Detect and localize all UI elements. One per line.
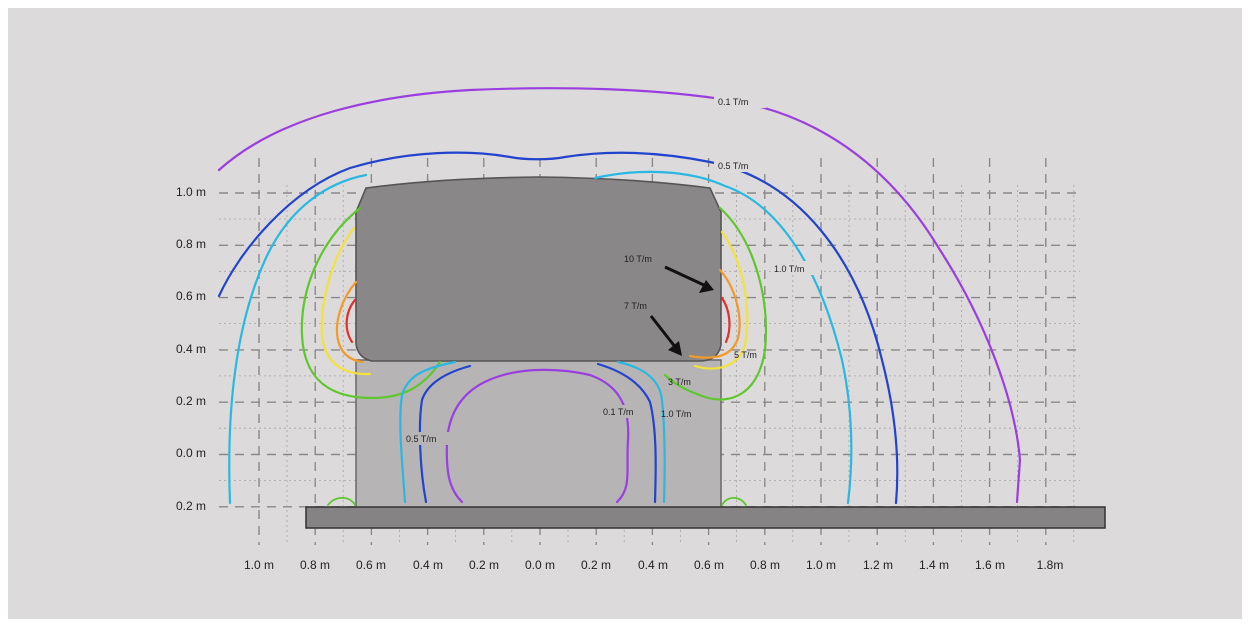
label-bg-outer-1-0 <box>771 261 821 275</box>
x-tick-label: 1.8m <box>1037 558 1064 572</box>
contour-10-left <box>345 298 357 344</box>
arrow-7-tm <box>649 315 678 349</box>
x-tick-label: 0.2 m <box>469 558 499 572</box>
base-plate <box>305 506 1106 529</box>
y-tick-label: 0.4 m <box>176 342 206 356</box>
y-tick-label: 1.0 m <box>176 185 206 199</box>
label-bg-outer-0-5 <box>714 158 766 172</box>
y-tick-label: 0.2 m <box>176 499 206 513</box>
x-tick-label: 0.6 m <box>356 558 386 572</box>
y-tick-label: 0.8 m <box>176 237 206 251</box>
y-tick-label: 0.0 m <box>176 446 206 460</box>
x-tick-label: 1.4 m <box>919 558 949 572</box>
label-inner-0-5: 0.5 T/m <box>406 434 436 444</box>
label-bg-outer-0-1 <box>714 94 766 108</box>
label-3: 3 T/m <box>668 377 691 387</box>
x-tick-label: 0.2 m <box>581 558 611 572</box>
x-tick-label: 0.6 m <box>694 558 724 572</box>
arrow-10-tm <box>664 265 707 288</box>
y-axis-labels: 1.0 m 0.8 m 0.6 m 0.4 m 0.2 m 0.0 m 0.2 … <box>176 185 206 513</box>
contour-5-left <box>320 226 372 376</box>
x-tick-label: 0.0 m <box>525 558 555 572</box>
x-tick-label: 0.8 m <box>300 558 330 572</box>
contour-1-0-outer <box>228 170 853 505</box>
contour-labels: 0.1 T/m 0.5 T/m 1.0 T/m 10 T/m 7 T/m 5 T… <box>404 94 821 445</box>
label-outer-0-1: 0.1 T/m <box>718 97 748 107</box>
label-5: 5 T/m <box>734 350 757 360</box>
contour-3-base-right <box>721 496 747 506</box>
label-7: 7 T/m <box>624 301 647 311</box>
x-tick-label: 1.0 m <box>244 558 274 572</box>
contour-1-0-inner <box>399 360 666 504</box>
label-outer-0-5: 0.5 T/m <box>718 161 748 171</box>
contour-0-5-inner <box>418 362 657 504</box>
arrow-7-tm-head <box>668 341 682 356</box>
callout-arrows <box>649 265 714 356</box>
contour-0-5-outer <box>217 151 899 505</box>
x-tick-label: 0.4 m <box>413 558 443 572</box>
y-tick-label: 0.2 m <box>176 394 206 408</box>
label-inner-0-1: 0.1 T/m <box>603 407 633 417</box>
label-bg-inner-0-5 <box>404 432 450 445</box>
x-axis-labels: 1.0 m 0.8 m 0.6 m 0.4 m 0.2 m 0.0 m 0.2 … <box>244 558 1063 572</box>
contour-7-right <box>688 268 741 359</box>
magnet-head <box>355 176 722 362</box>
contour-10-right <box>720 296 731 344</box>
x-tick-label: 1.6 m <box>975 558 1005 572</box>
contour-3-left <box>300 206 442 400</box>
x-tick-label: 1.0 m <box>806 558 836 572</box>
y-tick-label: 0.6 m <box>176 289 206 303</box>
label-bg-inner-0-1 <box>601 405 647 418</box>
magnet <box>305 176 1106 529</box>
contour-7-left <box>335 280 364 364</box>
contour-3-base-left <box>327 496 356 506</box>
label-10: 10 T/m <box>624 254 652 264</box>
x-tick-label: 1.2 m <box>863 558 893 572</box>
x-tick-label: 0.4 m <box>638 558 668 572</box>
label-outer-1-0: 1.0 T/m <box>774 264 804 274</box>
label-inner-1-0: 1.0 T/m <box>661 409 691 419</box>
arrow-10-tm-head <box>699 280 714 293</box>
contour-3-right <box>663 206 767 401</box>
contour-5-right <box>693 230 749 370</box>
x-tick-label: 0.8 m <box>750 558 780 572</box>
